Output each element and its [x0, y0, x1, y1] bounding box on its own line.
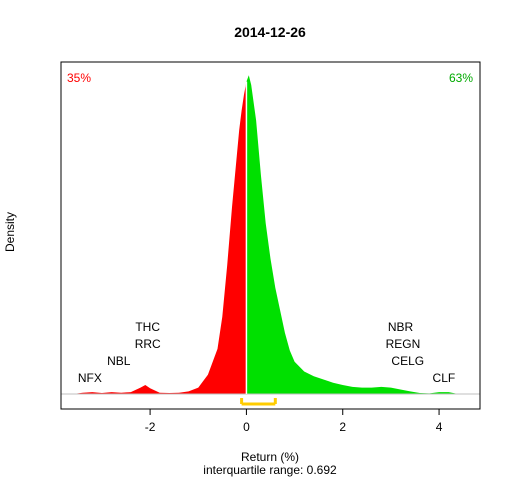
y-axis-label: Density: [3, 212, 17, 252]
negative-density-area: [73, 81, 247, 394]
x-axis: -2 0 2 4: [145, 409, 443, 434]
x-tick-label: -2: [145, 420, 156, 434]
iqr-bracket: [240, 398, 277, 406]
outlier-label: THC: [135, 320, 160, 334]
density-areas: [73, 75, 459, 394]
outlier-label: CLF: [433, 371, 456, 385]
outlier-label: NBL: [107, 354, 131, 368]
x-tick-label: 0: [243, 420, 250, 434]
negative-share-label: 35%: [67, 71, 91, 85]
x-tick-label: 4: [436, 420, 443, 434]
outlier-label: NFX: [78, 371, 102, 385]
plot-frame: [60, 61, 481, 410]
x-axis-label: Return (%): [241, 450, 299, 464]
iqr-subtitle: interquartile range: 0.692: [203, 463, 337, 477]
positive-share-label: 63%: [449, 71, 473, 85]
x-tick-label: 2: [339, 420, 346, 434]
outlier-label: RRC: [135, 337, 161, 351]
outlier-label: NBR: [388, 320, 414, 334]
outlier-label: REGN: [386, 337, 421, 351]
outlier-label: CELG: [391, 354, 424, 368]
positive-density-area: [246, 75, 459, 394]
chart-title: 2014-12-26: [234, 24, 306, 40]
outlier-labels: NFX NBL RRC THC CLF CELG REGN NBR: [78, 320, 455, 385]
